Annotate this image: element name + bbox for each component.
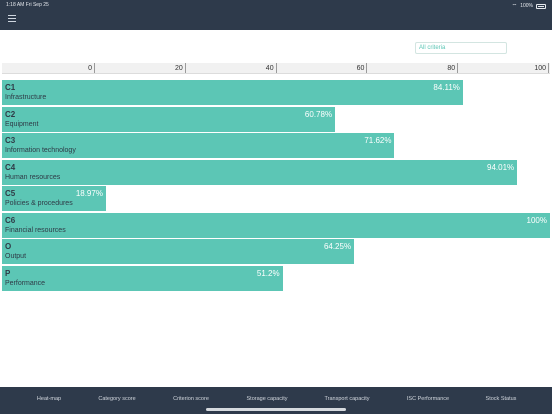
tab-category-score[interactable]: Category score xyxy=(98,396,136,402)
axis-tick-label: 60 xyxy=(356,65,365,72)
axis-tick-label: 80 xyxy=(447,65,456,72)
axis-tick xyxy=(184,63,186,73)
tab-criterion-score[interactable]: Criterion score xyxy=(173,396,209,402)
bar-category-label: Human resources xyxy=(5,173,61,181)
bar-category-label: Performance xyxy=(5,279,46,287)
wifi-icon: ⌔ xyxy=(511,4,518,10)
axis-tick-label: 40 xyxy=(265,65,274,72)
tab-heat-map[interactable]: Heat-map xyxy=(36,396,62,402)
status-time-date: 1:18 AM Fri Sep 25 xyxy=(6,2,49,8)
bar-row: C2 Equipment 60.78% xyxy=(2,106,550,132)
bar-category-label: Infrastructure xyxy=(5,94,47,101)
bar-value-label: 60.78% xyxy=(304,109,333,119)
bar-row: C1 Infrastructure 84.11% xyxy=(2,80,550,105)
bar-category-label: Policies & procedures xyxy=(5,200,73,207)
status-time: 1:18 AM xyxy=(6,2,25,8)
axis-tick xyxy=(366,63,368,73)
criteria-filter-label: All criteria xyxy=(419,45,446,51)
bar-code-label: C5 xyxy=(5,189,16,198)
bar-value-label: 71.62% xyxy=(364,136,392,145)
bar-c3[interactable]: C3 Information technology 71.62% xyxy=(2,133,395,158)
bar-c6[interactable]: C6 Financial resources 100% xyxy=(2,212,550,238)
bar-p[interactable]: P Performance 51.2% xyxy=(2,265,283,291)
status-date: Fri Sep 25 xyxy=(25,2,49,8)
tab-isc-performance[interactable]: ISC Performance xyxy=(406,396,450,402)
axis-tick xyxy=(94,63,95,73)
chart-x-axis: 0 20 40 60 80 100 xyxy=(2,63,550,74)
bar-code-label: C3 xyxy=(5,136,16,145)
bar-code-label: C1 xyxy=(5,83,16,92)
bar-code-label: P xyxy=(5,268,11,278)
bar-row: O Output 64.25% xyxy=(2,239,550,264)
bar-value-label: 100% xyxy=(526,215,547,225)
axis-tick-label: 0 xyxy=(88,65,92,72)
bar-row: C6 Financial resources 100% xyxy=(2,212,550,238)
bar-value-label: 64.25% xyxy=(323,242,352,251)
bar-code-label: C2 xyxy=(5,109,16,119)
bar-c2[interactable]: C2 Equipment 60.78% xyxy=(2,106,336,132)
bar-row: C3 Information technology 71.62% xyxy=(2,133,550,158)
bar-category-label: Equipment xyxy=(5,120,39,128)
bar-value-label: 84.11% xyxy=(433,83,460,92)
nav-bar xyxy=(0,10,552,30)
axis-tick-label: 20 xyxy=(175,65,183,72)
bar-category-label: Information technology xyxy=(5,147,76,154)
status-right: ⌔ 100% xyxy=(512,2,546,10)
bar-code-label: O xyxy=(5,242,12,251)
bar-category-label: Output xyxy=(5,253,27,260)
tab-transport-capacity[interactable]: Transport capacity xyxy=(324,396,370,402)
tab-stock-status[interactable]: Stock Status xyxy=(485,396,517,402)
bar-c4[interactable]: C4 Human resources 94.01% xyxy=(2,159,518,185)
battery-percent: 100% xyxy=(520,3,533,9)
axis-tick-label: 100 xyxy=(534,65,546,72)
tab-storage-capacity[interactable]: Storage capacity xyxy=(246,396,288,402)
axis-tick xyxy=(275,63,277,73)
bar-c5[interactable]: C5 Policies & procedures 18.97% xyxy=(2,186,106,211)
hamburger-menu-icon[interactable] xyxy=(8,15,16,24)
battery-icon xyxy=(536,3,546,9)
bar-row: C5 Policies & procedures 18.97% xyxy=(2,186,550,211)
home-indicator xyxy=(206,408,346,411)
bar-c1[interactable]: C1 Infrastructure 84.11% xyxy=(2,80,463,105)
criteria-filter-select[interactable]: All criteria xyxy=(415,42,507,54)
axis-tick xyxy=(548,63,549,73)
bar-o[interactable]: O Output 64.25% xyxy=(2,239,355,264)
axis-tick xyxy=(457,63,459,73)
bar-code-label: C4 xyxy=(5,162,16,172)
bar-value-label: 94.01% xyxy=(487,162,515,172)
bar-value-label: 18.97% xyxy=(75,189,103,198)
bar-value-label: 51.2% xyxy=(256,268,280,278)
status-bar: 1:18 AM Fri Sep 25 ⌔ 100% xyxy=(0,0,552,10)
bar-row: C4 Human resources 94.01% xyxy=(2,159,550,185)
bar-code-label: C6 xyxy=(5,215,16,225)
bar-category-label: Financial resources xyxy=(5,226,66,234)
bar-row: P Performance 51.2% xyxy=(2,265,550,291)
